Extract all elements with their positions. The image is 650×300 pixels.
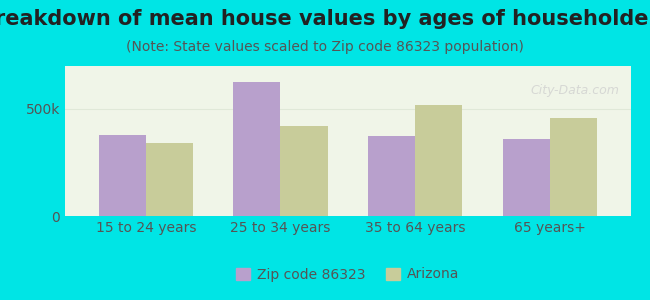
Bar: [280, 126, 328, 216]
Bar: [99, 135, 146, 216]
Text: City-Data.com: City-Data.com: [530, 84, 619, 97]
Bar: [233, 82, 280, 216]
Bar: [415, 105, 462, 216]
Bar: [368, 136, 415, 216]
Text: (Note: State values scaled to Zip code 86323 population): (Note: State values scaled to Zip code 8…: [126, 40, 524, 55]
Bar: [550, 118, 597, 216]
Bar: [502, 139, 550, 216]
Bar: [146, 143, 193, 216]
Legend: Zip code 86323, Arizona: Zip code 86323, Arizona: [231, 262, 465, 287]
Text: Breakdown of mean house values by ages of householders: Breakdown of mean house values by ages o…: [0, 9, 650, 29]
